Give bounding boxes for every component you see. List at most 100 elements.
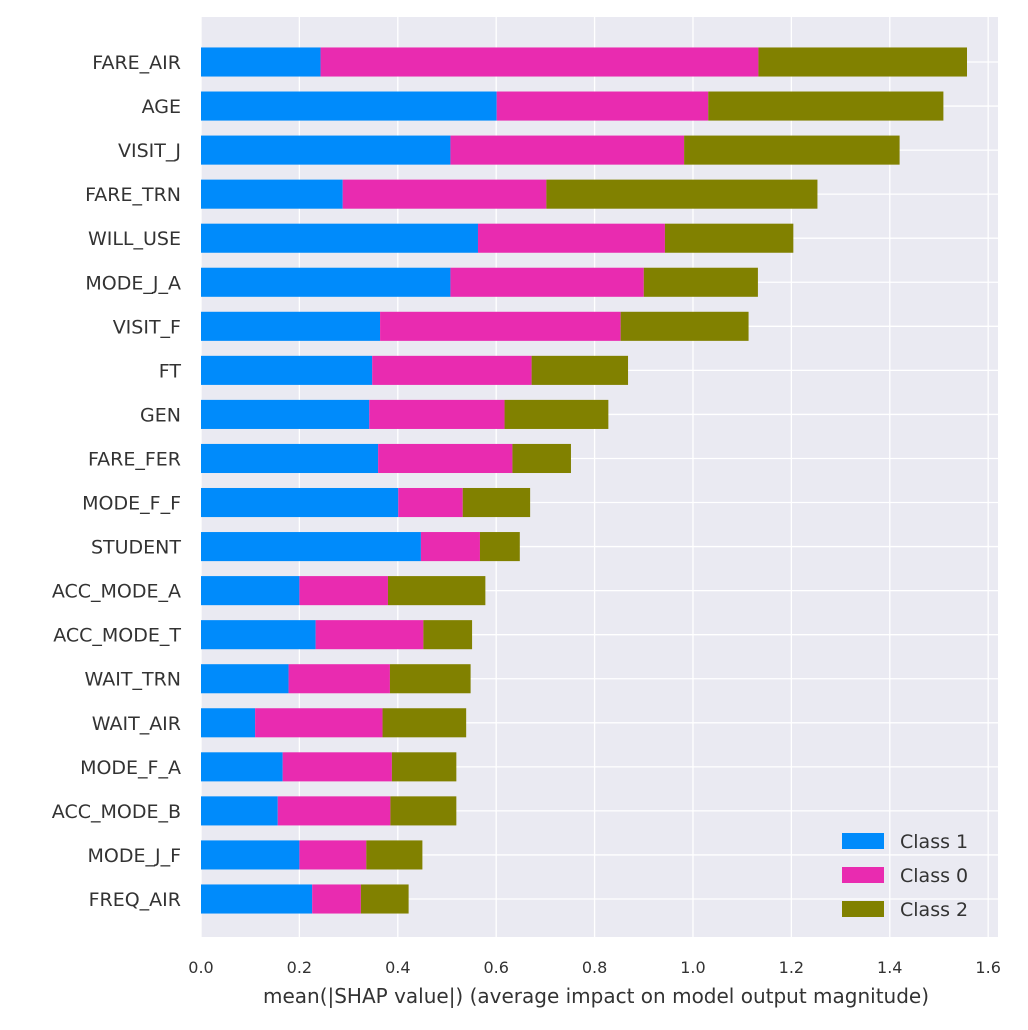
bar-segment: [684, 135, 900, 165]
bar-segment: [531, 355, 629, 385]
bar-segment: [546, 179, 818, 209]
bar-segment: [201, 355, 373, 385]
y-tick-label: MODE_F_A: [80, 757, 181, 779]
legend-label: Class 2: [900, 899, 968, 921]
bar-segment: [282, 752, 392, 782]
bar-segment: [201, 47, 321, 77]
y-tick-label: ACC_MODE_T: [53, 625, 181, 647]
x-tick-label: 0.6: [483, 958, 508, 977]
y-tick-label: VISIT_J: [118, 140, 181, 162]
bar-segment: [201, 620, 316, 650]
x-tick-label: 1.2: [779, 958, 804, 977]
bar-segment: [201, 532, 421, 562]
bar-segment: [382, 708, 467, 738]
legend-swatch: [842, 833, 884, 849]
bar-segment: [201, 91, 497, 121]
y-tick-label: ACC_MODE_A: [52, 581, 181, 603]
bars: [201, 47, 968, 914]
legend: Class 1 Class 0 Class 2: [842, 831, 968, 921]
bar-segment: [387, 576, 486, 606]
y-tick-label: ACC_MODE_B: [52, 801, 181, 823]
bar-segment: [360, 884, 409, 914]
y-tick-label: MODE_F_F: [82, 493, 181, 515]
y-tick-label: FARE_FER: [88, 448, 181, 470]
y-tick-label: MODE_J_F: [87, 845, 181, 867]
y-tick-label: WAIT_TRN: [85, 669, 181, 691]
legend-label: Class 0: [900, 865, 968, 887]
bar-segment: [369, 399, 505, 429]
bar-segment: [277, 796, 391, 826]
bar-segment: [201, 708, 256, 738]
x-tick-label: 0.0: [188, 958, 213, 977]
bar-segment: [312, 884, 361, 914]
y-tick-label: FARE_AIR: [92, 52, 181, 74]
bar-segment: [201, 576, 300, 606]
bar-segment: [504, 399, 609, 429]
bar-segment: [201, 399, 370, 429]
bar-segment: [423, 620, 473, 650]
x-tick-label: 1.4: [877, 958, 902, 977]
bar-segment: [477, 223, 665, 253]
bar-segment: [372, 355, 532, 385]
x-axis-label: mean(|SHAP value|) (average impact on mo…: [263, 984, 929, 1008]
bar-segment: [299, 840, 367, 870]
bar-segment: [420, 532, 480, 562]
y-tick-labels: FARE_AIR AGE VISIT_J FARE_TRN WILL_USE MODE_J…: [52, 52, 182, 911]
bar-segment: [201, 443, 379, 474]
y-tick-label: VISIT_F: [113, 316, 181, 338]
bar-segment: [201, 179, 343, 209]
y-tick-label: FREQ_AIR: [89, 889, 181, 911]
x-tick-label: 0.8: [582, 958, 607, 977]
bar-segment: [390, 796, 457, 826]
bar-segment: [450, 267, 644, 297]
bar-segment: [201, 840, 300, 870]
bar-segment: [315, 620, 424, 650]
y-tick-label: GEN: [140, 404, 181, 426]
bar-segment: [496, 91, 709, 121]
bar-segment: [391, 752, 457, 782]
bar-segment: [201, 752, 283, 782]
y-tick-label: AGE: [142, 96, 181, 118]
x-tick-labels: 0.0 0.2 0.4 0.6 0.8 1.0 1.2 1.4 1.6: [188, 958, 1001, 977]
bar-segment: [462, 487, 531, 518]
y-tick-label: FT: [159, 360, 182, 382]
legend-label: Class 1: [900, 831, 968, 853]
bar-segment: [201, 796, 278, 826]
legend-swatch: [842, 901, 884, 917]
bar-segment: [201, 223, 478, 253]
x-tick-label: 0.4: [385, 958, 410, 977]
bar-segment: [201, 664, 289, 694]
bar-segment: [378, 443, 513, 474]
x-tick-label: 1.6: [975, 958, 1000, 977]
bar-segment: [380, 311, 621, 341]
y-tick-label: FARE_TRN: [85, 184, 181, 206]
bar-segment: [664, 223, 794, 253]
bar-segment: [366, 840, 423, 870]
y-tick-label: MODE_J_A: [85, 272, 181, 294]
bar-segment: [201, 311, 381, 341]
x-tick-label: 0.2: [287, 958, 312, 977]
bar-segment: [620, 311, 749, 341]
bar-segment: [708, 91, 944, 121]
y-tick-label: STUDENT: [91, 537, 181, 559]
bar-segment: [201, 487, 399, 518]
x-tick-label: 1.0: [680, 958, 705, 977]
bar-segment: [389, 664, 471, 694]
bar-segment: [643, 267, 758, 297]
bar-segment: [450, 135, 685, 165]
bar-segment: [512, 443, 571, 474]
plot-background: [201, 17, 998, 937]
bar-segment: [398, 487, 463, 518]
bar-segment: [201, 135, 451, 165]
bar-segment: [201, 267, 451, 297]
legend-swatch: [842, 867, 884, 883]
bar-segment: [201, 884, 313, 914]
bar-segment: [299, 576, 388, 606]
bar-segment: [479, 532, 520, 562]
y-tick-label: WAIT_AIR: [92, 713, 181, 735]
bar-segment: [342, 179, 547, 209]
bar-segment: [288, 664, 390, 694]
y-tick-label: WILL_USE: [88, 228, 181, 250]
